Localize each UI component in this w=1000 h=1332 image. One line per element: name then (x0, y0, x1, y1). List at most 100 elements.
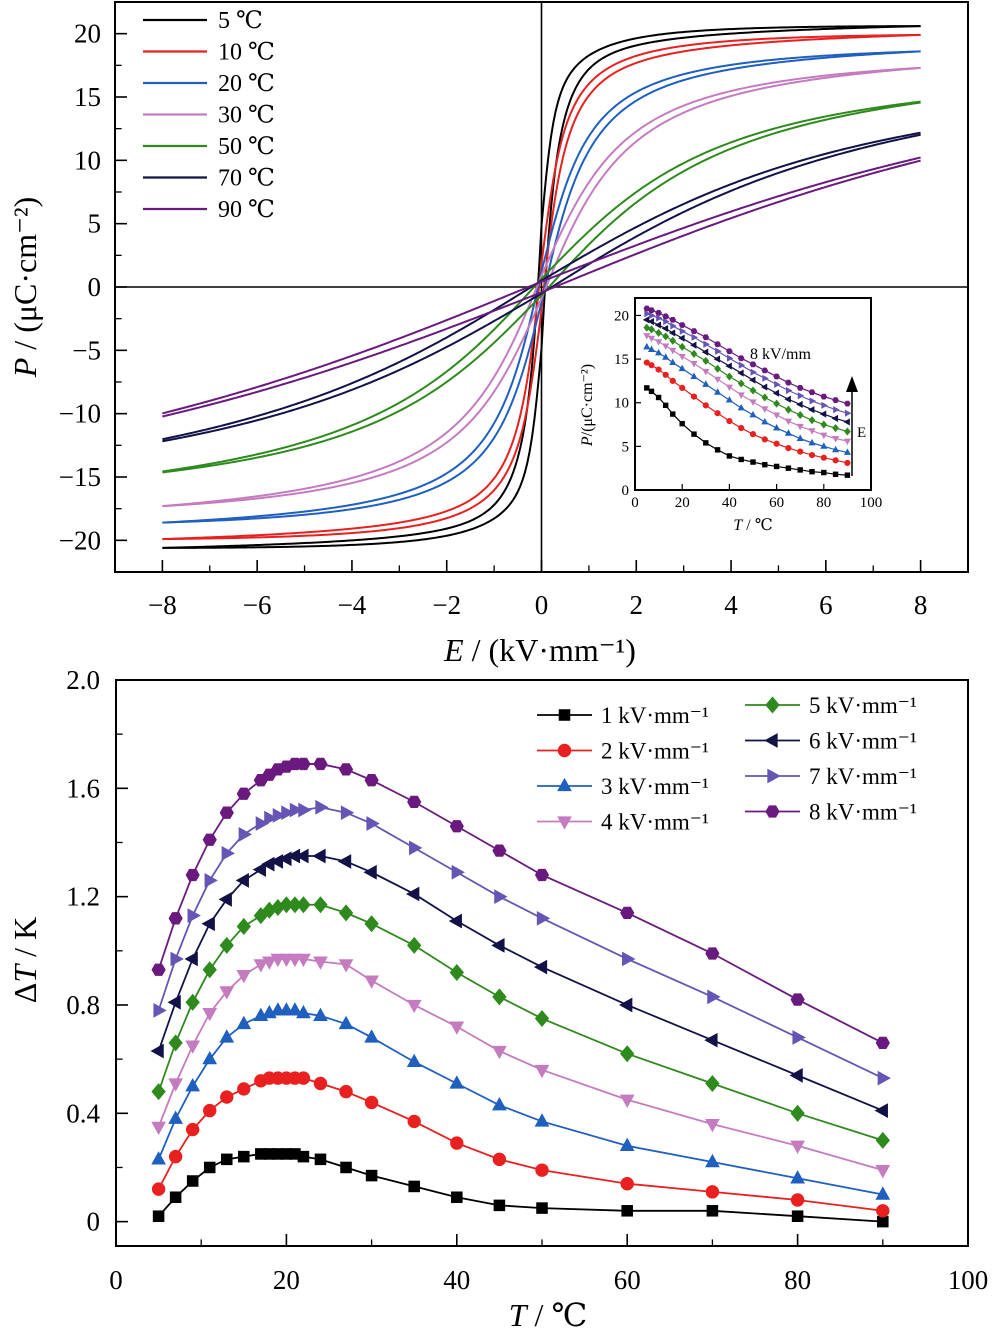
inset-marker (762, 461, 768, 468)
inset-marker (773, 373, 780, 380)
data-point (281, 805, 295, 821)
inset-marker (678, 354, 686, 361)
inset-marker (797, 448, 804, 455)
inset-marker (715, 347, 722, 355)
inset-marker (832, 471, 839, 478)
top-x-tick-label: 2 (630, 590, 644, 620)
data-point (220, 1090, 234, 1104)
inset-marker (749, 386, 757, 395)
data-point (168, 1110, 183, 1124)
loop-branch-descending-5 (162, 100, 921, 473)
data-point (252, 862, 266, 877)
data-point (219, 986, 235, 1000)
legend-marker-4 (557, 816, 572, 830)
inset-marker (772, 389, 780, 397)
data-point (409, 840, 423, 856)
inset-marker (762, 374, 769, 382)
loop-branch-ascending-7 (162, 159, 921, 418)
inset-marker (738, 424, 745, 432)
inset-marker (679, 384, 686, 391)
inset-marker (668, 329, 676, 337)
inset-marker (844, 427, 851, 436)
data-point (875, 1131, 890, 1149)
bottom-y-tick-label: 0.8 (66, 990, 100, 1020)
bottom-y-tick-label: 0 (87, 1207, 101, 1237)
inset-marker (701, 348, 709, 356)
inset-marker (785, 386, 793, 395)
data-point (491, 938, 505, 953)
data-point (236, 970, 252, 984)
inset-marker (844, 472, 851, 478)
inset-marker (669, 316, 677, 323)
bottom-x-tick-label: 60 (614, 1265, 641, 1295)
data-point (406, 999, 422, 1014)
top-x-tick-label: −2 (432, 590, 461, 620)
data-point (536, 910, 551, 926)
legend-label-3: 3 kV·mm⁻¹ (601, 774, 709, 799)
inset-marker (726, 348, 733, 355)
inset-marker (725, 396, 733, 403)
inset-marker (642, 316, 650, 324)
inset-marker (691, 333, 699, 341)
inset-marker (808, 416, 816, 425)
inset-marker (691, 431, 697, 437)
legend-marker-3 (557, 777, 572, 792)
inset-marker (643, 323, 651, 332)
inset-marker (832, 424, 839, 433)
inset-marker (749, 410, 757, 418)
inset-marker (796, 410, 804, 419)
data-point (619, 1137, 635, 1151)
data-point (151, 1121, 166, 1136)
data-point (790, 993, 805, 1006)
data-point (298, 802, 312, 818)
data-point (622, 951, 636, 967)
data-point (152, 1210, 165, 1222)
inset-marker (750, 459, 756, 465)
data-point (535, 1163, 549, 1177)
inset-marker (702, 402, 709, 409)
inset-marker (821, 469, 827, 476)
data-point (340, 1161, 352, 1174)
data-point (313, 1007, 328, 1021)
data-point (492, 988, 507, 1006)
data-point (449, 1075, 465, 1089)
inset-marker (796, 434, 804, 441)
top-x-tick-label: 6 (819, 590, 833, 620)
top-y-tick-label: −5 (72, 335, 101, 365)
inset-marker (649, 311, 656, 320)
inset-arrow-label: E (857, 425, 866, 441)
data-point (406, 1053, 422, 1067)
inset-marker (738, 361, 746, 369)
inset-panel: 0 20 40 60 80 100 0 5 10 15 20 T / ℃ P/(μC·cm⁻²) 8 kV… (579, 297, 882, 534)
legend-label-1: 5 ℃ (218, 8, 263, 34)
inset-marker (760, 383, 768, 391)
inset-marker (749, 431, 757, 438)
loop-branch-descending-2 (162, 33, 921, 541)
inset-marker (713, 355, 721, 363)
legend-label-4: 30 ℃ (218, 103, 275, 129)
data-point (620, 1045, 635, 1063)
inset-marker (648, 362, 655, 369)
data-point (705, 1118, 720, 1133)
inset-marker (832, 457, 839, 464)
data-point (534, 1009, 550, 1028)
data-point (151, 1182, 166, 1196)
top-x-tick-label: −8 (148, 590, 177, 620)
inset-marker (737, 392, 745, 399)
data-point (151, 963, 166, 976)
top-y-tick-label: −15 (59, 462, 101, 492)
inset-marker (820, 442, 828, 449)
inset-marker (662, 343, 670, 351)
data-point (492, 1097, 507, 1111)
loop-branch-ascending-2 (162, 33, 921, 541)
data-point (272, 808, 287, 823)
inset-marker (748, 376, 756, 384)
loop-branch-ascending-4 (162, 66, 921, 508)
data-point (338, 959, 354, 973)
inset-marker (843, 418, 850, 426)
inset-x-tick-label: 0 (631, 495, 639, 511)
data-point (168, 912, 183, 925)
inset-marker (738, 456, 744, 463)
data-point (705, 1185, 720, 1199)
